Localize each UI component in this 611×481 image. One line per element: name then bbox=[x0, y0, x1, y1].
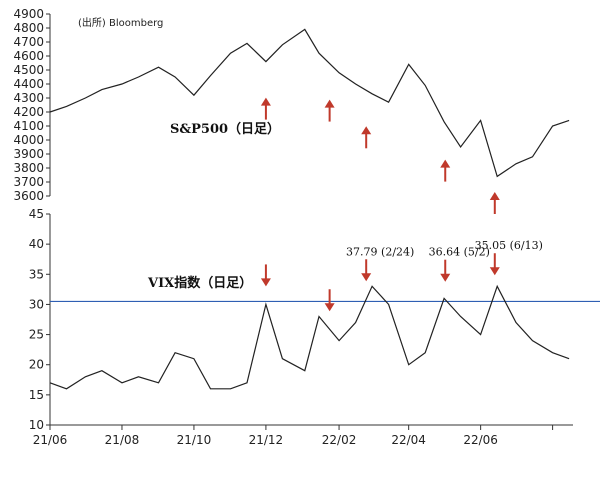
vix-annotation-arrowhead bbox=[440, 273, 451, 282]
source-note: (出所) Bloomberg bbox=[78, 16, 163, 29]
x-tick-label: 21/08 bbox=[105, 433, 140, 447]
vix-title: VIX指数（日足） bbox=[147, 275, 252, 291]
sp500-annotation-arrowhead bbox=[324, 99, 335, 108]
vix-y-tick-label: 40 bbox=[29, 237, 44, 251]
sp500-series-line bbox=[49, 28, 570, 178]
sp-y-tick-label: 4800 bbox=[13, 21, 44, 35]
sp500-annotation-arrowhead bbox=[260, 97, 271, 106]
vix-series-line bbox=[49, 284, 570, 390]
x-tick-label: 22/04 bbox=[391, 433, 426, 447]
x-tick-label: 21/06 bbox=[33, 433, 68, 447]
vix-y-tick-label: 30 bbox=[29, 297, 44, 311]
vix-annotation-arrowhead bbox=[260, 278, 271, 287]
vix-y-tick-label: 35 bbox=[29, 267, 44, 281]
vix-annotation-label: 35.05 (6/13) bbox=[475, 239, 543, 252]
vix-annotation-label: 37.79 (2/24) bbox=[346, 245, 414, 258]
sp-y-tick-label: 3600 bbox=[13, 189, 44, 203]
vix-y-tick-label: 10 bbox=[29, 418, 44, 432]
sp-y-tick-label: 3900 bbox=[13, 147, 44, 161]
sp-y-tick-label: 4000 bbox=[13, 133, 44, 147]
sp500-panel: 3600370038003900400041004200430044004500… bbox=[13, 7, 570, 214]
sp500-title: S&P500（日足） bbox=[170, 121, 280, 137]
sp-y-tick-label: 3800 bbox=[13, 161, 44, 175]
sp-y-tick-label: 4900 bbox=[13, 7, 44, 21]
x-axis: 21/06 21/08 21/10 21/12 22/02 22/04 22/06 bbox=[33, 424, 573, 447]
sp500-annotation-arrowhead bbox=[440, 159, 451, 168]
sp-y-tick-label: 4500 bbox=[13, 63, 44, 77]
sp-y-tick-label: 4200 bbox=[13, 105, 44, 119]
sp-y-tick-label: 4100 bbox=[13, 119, 44, 133]
x-tick-label: 21/12 bbox=[249, 433, 284, 447]
vix-annotation-label: 36.64 (5/2) bbox=[429, 246, 490, 259]
x-tick-label: 21/10 bbox=[177, 433, 212, 447]
sp-y-tick-label: 4300 bbox=[13, 91, 44, 105]
vix-panel: 10 15 20 25 30 35 40 45 VIX指数（日足） 37.79 (2/24) 3… bbox=[29, 207, 600, 432]
vix-y-tick-label: 20 bbox=[29, 358, 44, 372]
vix-annotation-arrowhead bbox=[324, 303, 335, 312]
sp500-annotation-arrowhead bbox=[361, 126, 372, 135]
vix-y-tick-label: 25 bbox=[29, 328, 44, 342]
vix-annotation-arrowhead bbox=[489, 267, 500, 276]
sp-y-tick-label: 4700 bbox=[13, 35, 44, 49]
vix-y-tick-label: 15 bbox=[29, 388, 44, 402]
vix-annotation-arrowhead bbox=[361, 273, 372, 282]
x-tick-label: 22/06 bbox=[463, 433, 498, 447]
sp-y-tick-label: 4400 bbox=[13, 77, 44, 91]
sp-y-tick-label: 4600 bbox=[13, 49, 44, 63]
sp-y-tick-label: 3700 bbox=[13, 175, 44, 189]
x-tick-label: 22/02 bbox=[322, 433, 357, 447]
vix-y-tick-label: 45 bbox=[29, 207, 44, 221]
sp500-annotation-arrowhead bbox=[489, 192, 500, 200]
